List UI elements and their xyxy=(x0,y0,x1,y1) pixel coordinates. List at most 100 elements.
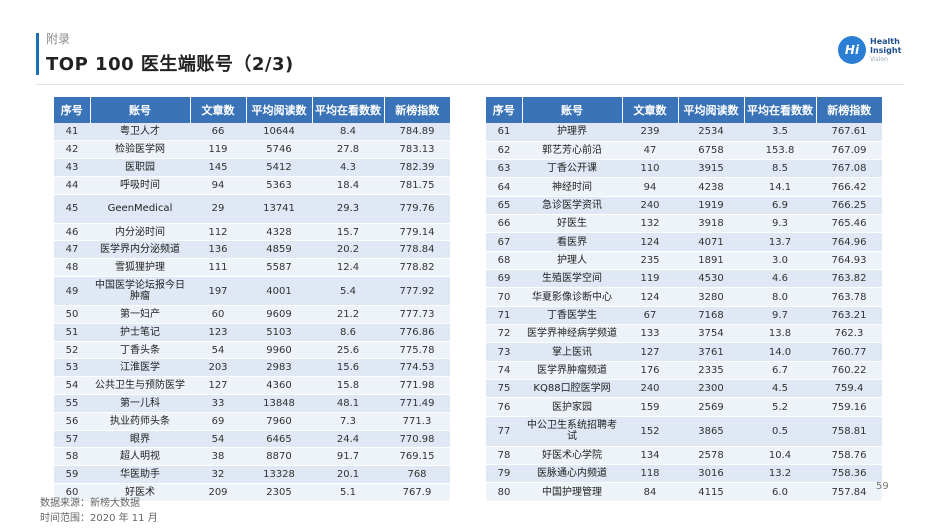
table-cell: 44 xyxy=(54,176,90,195)
table-row: 77 中公卫生系统招聘考试 152 3865 0.5 758.81 xyxy=(486,416,882,447)
table-cell: 2534 xyxy=(678,123,744,142)
table-cell: 782.39 xyxy=(384,158,450,177)
table-cell: 783.13 xyxy=(384,140,450,160)
table-cell: 2578 xyxy=(678,446,744,465)
table-cell: 760.22 xyxy=(816,361,882,381)
table-cell: 66 xyxy=(190,123,246,142)
table-cell: 14.0 xyxy=(744,342,816,362)
table-cell: 45 xyxy=(54,194,90,224)
page-number: 59 xyxy=(876,481,889,492)
table-cell: 80 xyxy=(486,482,522,502)
table-cell: 766.42 xyxy=(816,177,882,197)
table-cell: 内分泌时间 xyxy=(90,223,190,242)
table-cell: 134 xyxy=(622,446,678,465)
table-cell: 好医生 xyxy=(522,214,622,234)
table-cell: 32 xyxy=(190,465,246,485)
column-header: 新榜指数 xyxy=(384,97,450,123)
table-cell: 65 xyxy=(486,196,522,216)
table-cell: 中公卫生系统招聘考试 xyxy=(522,416,622,447)
table-cell: 6.7 xyxy=(744,361,816,381)
table-cell: 94 xyxy=(622,177,678,197)
table-cell: 79 xyxy=(486,464,522,484)
table-cell: 8870 xyxy=(246,447,312,467)
table-cell: 57 xyxy=(54,430,90,449)
table-cell: 神经时间 xyxy=(522,177,622,197)
column-header: 平均在看数数 xyxy=(312,97,385,123)
table-cell: 8.5 xyxy=(744,159,816,179)
table-cell: 152 xyxy=(622,416,678,447)
table-cell: 763.82 xyxy=(816,269,882,289)
table-cell: 丁香公开课 xyxy=(522,159,622,179)
table-row: 73 掌上医讯 127 3761 14.0 760.77 xyxy=(486,342,882,362)
column-header: 文章数 xyxy=(190,97,247,123)
table-row: 54 公共卫生与预防医学 127 4360 15.8 771.98 xyxy=(54,376,450,396)
table-cell: 33 xyxy=(190,394,246,413)
table-cell: 127 xyxy=(190,376,246,396)
table-cell: 47 xyxy=(622,141,678,161)
table-cell: 2569 xyxy=(678,397,744,417)
table-cell: 203 xyxy=(190,358,246,378)
data-source-text: 数据来源：新榜大数据 xyxy=(40,498,140,509)
column-header: 平均在看数数 xyxy=(744,97,817,123)
table-row: 55 第一儿科 33 13848 48.1 771.49 xyxy=(54,394,450,413)
table-cell: 6.9 xyxy=(744,196,816,216)
table-cell: 执业药师头条 xyxy=(90,412,190,431)
table-cell: 769.15 xyxy=(384,447,450,467)
table-cell: 760.77 xyxy=(816,342,882,362)
table-cell: 54 xyxy=(190,430,246,449)
table-cell: 764.96 xyxy=(816,232,882,252)
table-cell: 239 xyxy=(622,123,678,142)
table-cell: 41 xyxy=(54,123,90,142)
ranking-table-right: 序号 账号 文章数 平均阅读数 平均在看数数 新榜指数 61 护理界 239 2534 3.5 76… xyxy=(486,97,882,502)
table-cell: 急诊医学资讯 xyxy=(522,196,622,216)
table-cell: 9.3 xyxy=(744,214,816,234)
table-cell: 3.0 xyxy=(744,251,816,271)
table-cell: 779.14 xyxy=(384,223,450,242)
table-cell: 7168 xyxy=(678,306,744,326)
table-cell: 136 xyxy=(190,240,246,260)
column-header: 序号 xyxy=(486,97,523,123)
table-cell: 61 xyxy=(486,123,522,142)
table-cell: GeenMedical xyxy=(90,194,190,224)
table-cell: 3016 xyxy=(678,464,744,484)
table-cell: 第一妇产 xyxy=(90,305,190,324)
table-cell: 38 xyxy=(190,447,246,467)
table-cell: 767.08 xyxy=(816,159,882,179)
table-cell: 757.84 xyxy=(816,482,882,502)
table-cell: 15.6 xyxy=(312,358,384,378)
table-row: 80 中国护理管理 84 4115 6.0 757.84 xyxy=(486,482,882,502)
table-cell: 1891 xyxy=(678,251,744,271)
table-cell: 46 xyxy=(54,223,90,242)
table-cell: 67 xyxy=(622,306,678,326)
table-row: 58 超人明视 38 8870 91.7 769.15 xyxy=(54,447,450,467)
table-cell: 4071 xyxy=(678,232,744,252)
table-cell: 60 xyxy=(190,305,246,324)
table-cell: 778.82 xyxy=(384,258,450,278)
table-cell: 2335 xyxy=(678,361,744,381)
table-cell: 767.09 xyxy=(816,141,882,161)
table-cell: 2983 xyxy=(246,358,312,378)
table-cell: 粤卫人才 xyxy=(90,123,190,142)
table-row: 65 急诊医学资讯 240 1919 6.9 766.25 xyxy=(486,196,882,216)
table-cell: 9.7 xyxy=(744,306,816,326)
table-cell: 768 xyxy=(384,465,450,485)
table-cell: 公共卫生与预防医学 xyxy=(90,376,190,396)
table-cell: 医学界肿瘤频道 xyxy=(522,361,622,381)
table-cell: 767.61 xyxy=(816,123,882,142)
table-cell: 758.76 xyxy=(816,446,882,465)
table-cell: 53 xyxy=(54,358,90,378)
logo-text: Health Insight Vision xyxy=(870,37,901,64)
table-cell: 3761 xyxy=(678,342,744,362)
table-cell: 18.4 xyxy=(312,176,384,195)
table-cell: 4.5 xyxy=(744,379,816,399)
table-cell: 医学界神经病学频道 xyxy=(522,324,622,344)
column-header: 账号 xyxy=(90,97,191,123)
title-accent-bar xyxy=(36,33,39,75)
table-cell: 10.4 xyxy=(744,446,816,465)
table-cell: 75 xyxy=(486,379,522,399)
table-cell: 医职园 xyxy=(90,158,190,177)
table-cell: 4360 xyxy=(246,376,312,396)
table-cell: 133 xyxy=(622,324,678,344)
table-cell: 775.78 xyxy=(384,341,450,360)
table-cell: 781.75 xyxy=(384,176,450,195)
